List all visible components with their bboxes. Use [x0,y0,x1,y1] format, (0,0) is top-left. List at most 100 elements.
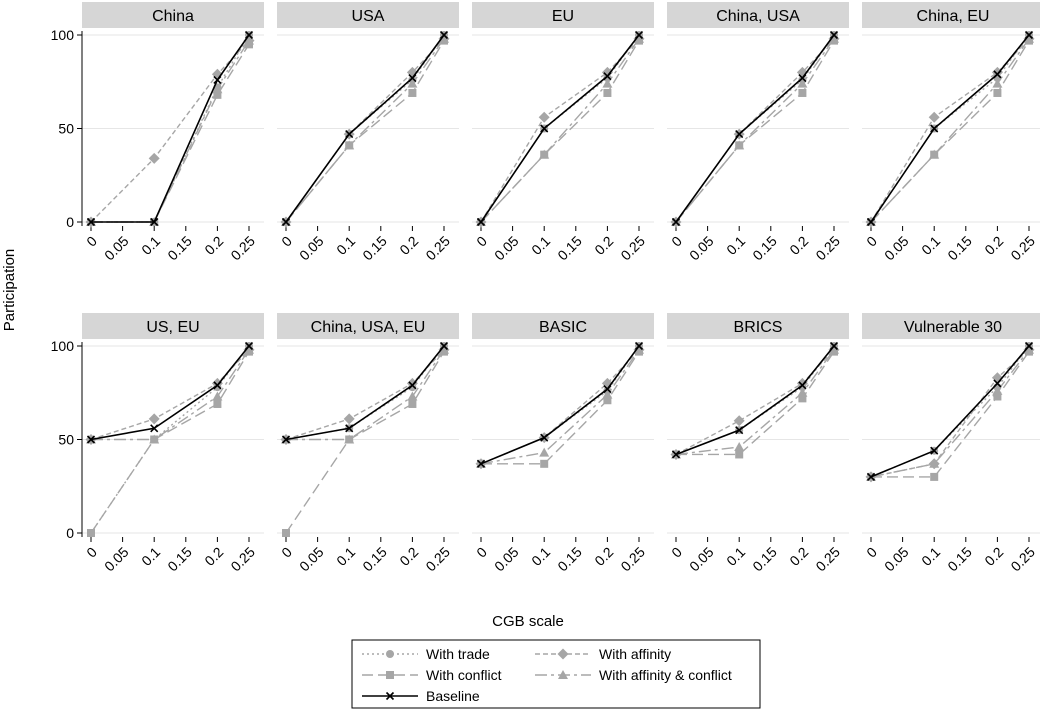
x-tick-label: 0.1 [138,544,163,569]
legend-label: Baseline [426,688,480,704]
data-point-baseline [603,384,612,394]
series-line-affconf [870,38,1030,223]
panel-header [82,313,264,339]
x-tick-label: 0.05 [491,233,522,264]
y-tick-label: 0 [66,525,74,541]
x-tick-label: 0 [473,544,490,561]
legend-entry-conflict: With conflict [362,667,502,683]
panel-title: China, EU [917,8,990,25]
x-tick-label: 0.2 [396,233,421,258]
panel-title: EU [552,8,574,25]
x-tick-label: 0.2 [591,233,616,258]
series-line-conflict [871,351,1030,478]
data-point-baseline [408,381,417,390]
panel-header [667,313,849,339]
series-conflict [477,347,643,468]
data-point-baseline [829,341,839,351]
data-point-affconf [344,434,355,444]
data-point-affconf [244,344,254,354]
legend-frame [351,639,761,709]
data-point-affconf [929,458,940,468]
legend-label: With affinity & conflict [599,667,732,683]
series-trade [282,342,448,444]
panel: Vulnerable 30 0 0.05 0.1 0.15 0.2 0.25 [862,313,1040,574]
data-point-affconf [797,78,808,88]
series-line-affinity [285,349,445,441]
legend-marker [558,670,568,679]
data-point-baseline [408,73,417,83]
data-point-affconf [539,447,550,457]
data-point-affconf [602,78,613,88]
panel-header [82,2,264,28]
series-line-affinity [480,38,640,223]
x-tick-label: 0.15 [554,233,585,264]
x-tick-label: 0.1 [918,544,943,569]
x-tick-label: 0.1 [723,544,748,569]
data-point-conflict [798,394,807,403]
x-tick-label: 0.25 [617,544,648,575]
data-point-affconf [734,441,745,451]
y-tick-label: 100 [51,27,75,43]
data-point-affconf [212,84,223,94]
data-point-affinity [148,413,160,425]
data-point-conflict [408,399,417,408]
panel-title: China, USA, EU [311,319,426,336]
series-line-affconf [480,349,640,465]
x-tick-label: 0 [83,544,100,561]
data-point-baseline [213,381,222,390]
series-line-affconf [91,349,250,441]
data-point-baseline [993,70,1002,79]
data-point-baseline [735,426,744,435]
legend-entry-trade: With trade [362,646,490,662]
x-tick-label: 0.1 [333,544,358,569]
x-tick-label: 0.25 [227,233,258,264]
x-tick-label: 0.2 [981,544,1006,569]
series-line-affinity [870,38,1030,223]
x-tick-label: 0.25 [617,233,648,264]
data-point-affconf [212,391,223,401]
panel-title: USA [352,8,385,25]
data-point-conflict [993,392,1002,401]
y-tick-label: 100 [51,338,75,354]
x-tick-label: 0.25 [227,544,258,575]
data-point-affinity [733,415,745,427]
data-point-affconf [439,33,449,43]
series-line-baseline [675,345,835,456]
data-point-conflict [282,529,290,537]
series-line-conflict [676,351,835,456]
series-affconf [86,344,254,444]
series-line-affconf [480,38,640,223]
data-point-baseline [281,435,291,444]
series-line-baseline [285,34,445,223]
x-tick-label: 0 [278,233,295,250]
x-tick-label: 0.1 [918,233,943,258]
series-line-conflict [90,351,250,534]
series-line-conflict [91,43,250,223]
data-point-affconf [929,149,940,159]
series-baseline [281,30,449,227]
x-tick-label: 0.15 [359,544,390,575]
y-axis-title: Participation [1,249,18,332]
x-tick-label: 0 [668,233,685,250]
x-tick-label: 0.25 [1007,544,1038,575]
data-point-conflict [213,399,222,408]
legend-marker [386,671,394,679]
data-point-baseline [281,217,291,227]
x-tick-label: 0.15 [944,544,975,575]
data-point-baseline [866,472,876,481]
panel-title: BASIC [539,319,587,336]
series-line-baseline [90,345,250,441]
x-tick-label: 0.2 [396,544,421,569]
series-affinity [670,344,840,460]
series-conflict [867,36,1033,226]
x-tick-label: 0.1 [528,544,553,569]
data-point-affinity [538,111,550,123]
x-tick-label: 0.2 [201,233,226,258]
data-point-conflict [603,88,612,97]
data-point-baseline [671,217,681,227]
x-tick-label: 0.2 [591,544,616,569]
series-line-trade [285,345,445,441]
data-point-affconf [244,35,254,45]
data-point-baseline [603,72,612,81]
